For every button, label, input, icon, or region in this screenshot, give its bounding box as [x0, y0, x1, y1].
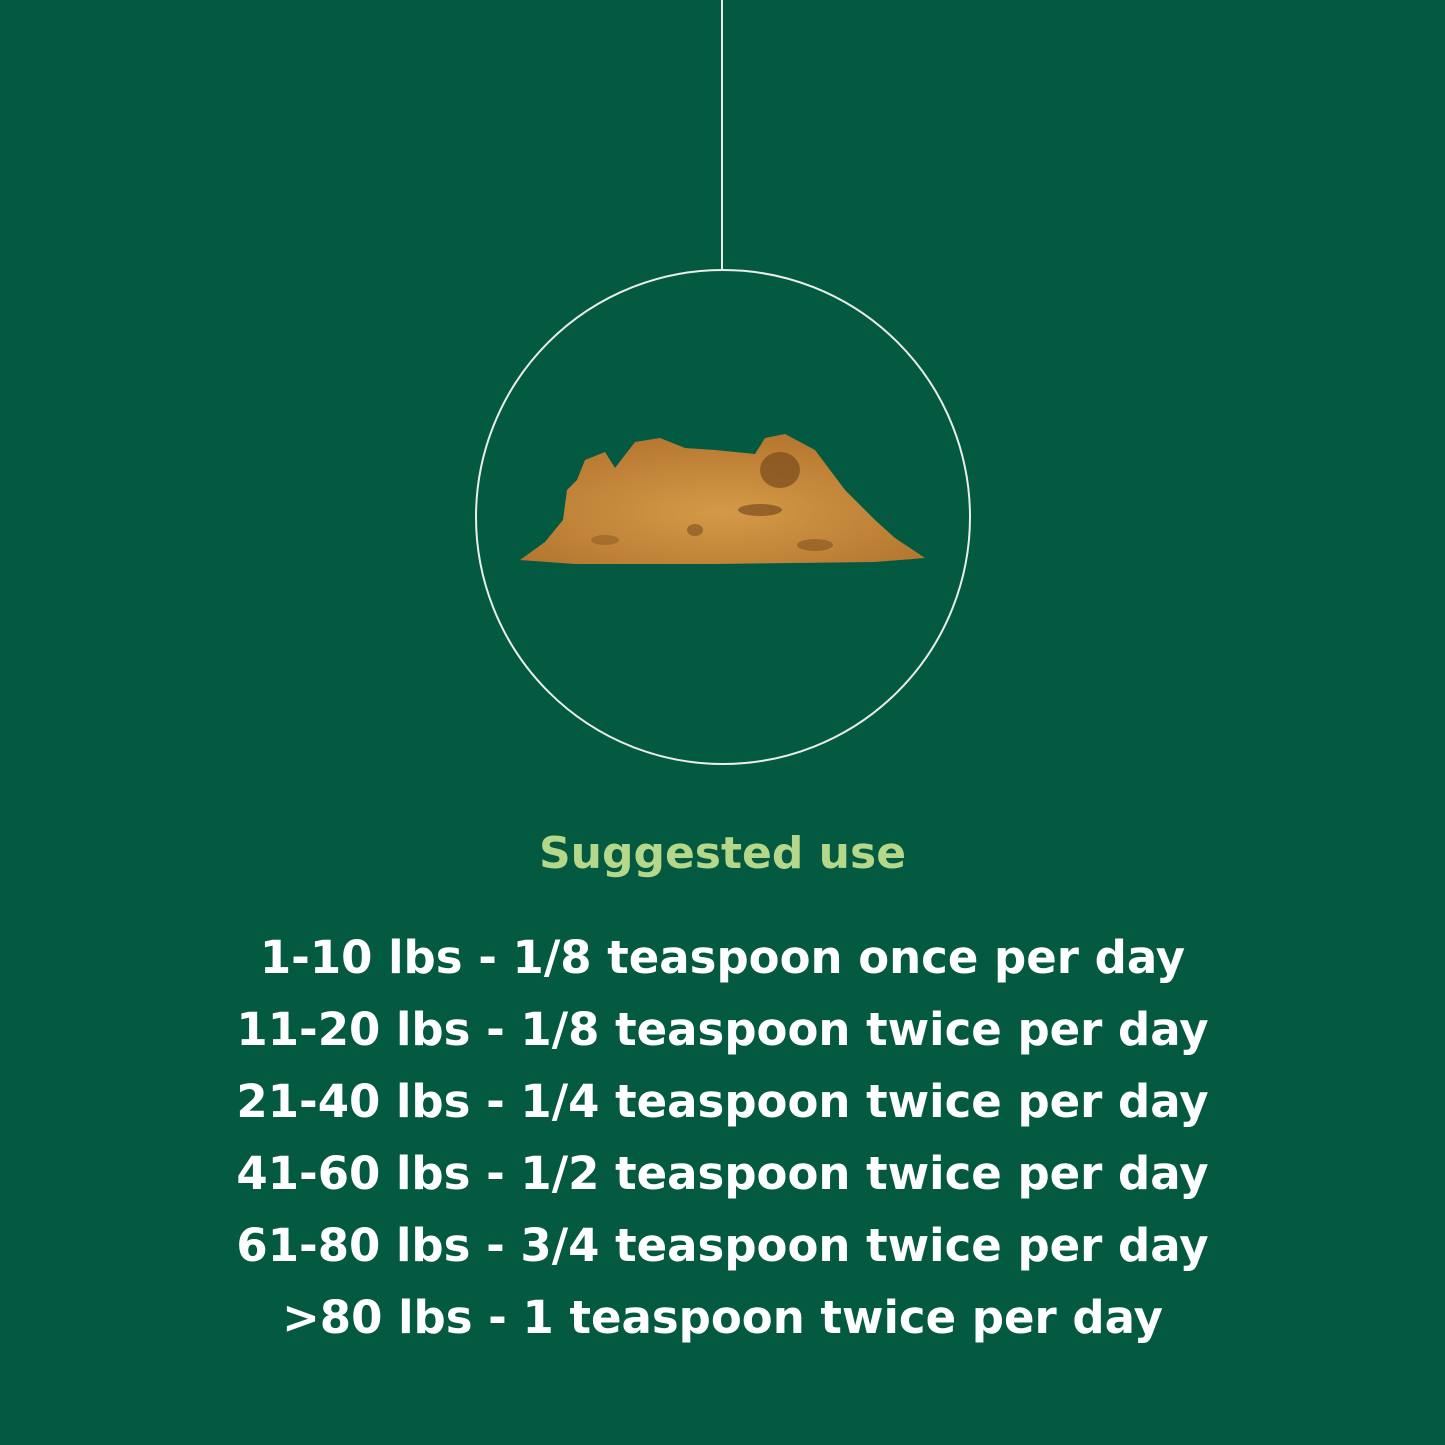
- powder-pile-image: [520, 434, 925, 564]
- dosage-line: 61-80 lbs - 3/4 teaspoon twice per day: [236, 1219, 1209, 1272]
- circle-frame: [475, 269, 971, 765]
- dosage-list: 1-10 lbs - 1/8 teaspoon once per day 11-…: [0, 925, 1445, 1357]
- dosage-line: 1-10 lbs - 1/8 teaspoon once per day: [259, 931, 1186, 984]
- dosage-line: 41-60 lbs - 1/2 teaspoon twice per day: [236, 1147, 1209, 1200]
- dosage-line: 11-20 lbs - 1/8 teaspoon twice per day: [236, 1003, 1209, 1056]
- suggested-use-heading: Suggested use: [538, 828, 907, 879]
- hanging-line: [721, 0, 723, 270]
- dosage-line: >80 lbs - 1 teaspoon twice per day: [282, 1291, 1163, 1344]
- dosage-line: 21-40 lbs - 1/4 teaspoon twice per day: [236, 1075, 1209, 1128]
